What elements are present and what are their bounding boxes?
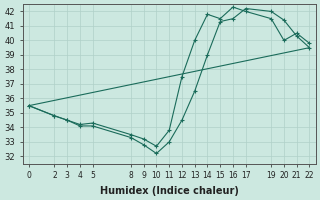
X-axis label: Humidex (Indice chaleur): Humidex (Indice chaleur) (100, 186, 239, 196)
